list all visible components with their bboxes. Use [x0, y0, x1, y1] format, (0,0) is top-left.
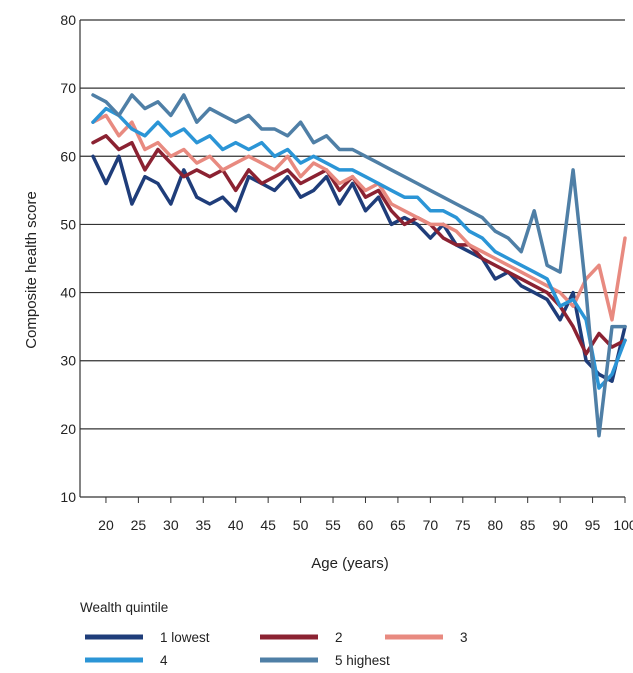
x-tick-label: 95	[585, 517, 601, 533]
y-tick-label: 30	[60, 353, 76, 369]
legend-label: 4	[160, 653, 168, 668]
y-axis-title: Composite health score	[23, 191, 40, 349]
legend-label: 2	[335, 630, 343, 645]
x-tick-label: 65	[390, 517, 406, 533]
y-tick-labels: 10 20 30 40 50 60 70 80	[60, 12, 76, 505]
x-tick-label: 80	[487, 517, 503, 533]
y-tick-label: 20	[60, 421, 76, 437]
x-tick-label: 30	[163, 517, 179, 533]
y-tick-label: 10	[60, 489, 76, 505]
x-tick-label: 100	[613, 517, 633, 533]
y-tick-label: 50	[60, 216, 76, 232]
y-tick-label: 70	[60, 80, 76, 96]
x-tick-label: 75	[455, 517, 471, 533]
legend-label: 5 highest	[335, 653, 390, 668]
series-line	[91, 106, 627, 390]
legend-title: Wealth quintile	[80, 600, 168, 615]
series-lines	[91, 93, 627, 438]
x-tick-label: 85	[520, 517, 536, 533]
x-tick-label: 70	[423, 517, 439, 533]
series-line	[91, 113, 627, 322]
x-tick-label: 25	[131, 517, 147, 533]
legend-label: 1 lowest	[160, 630, 210, 645]
x-tick-label: 60	[358, 517, 374, 533]
x-tick-labels: 20 25 30 35 40 45 50 55 60 65 70 75 80 85 90 95 100	[98, 497, 633, 533]
x-axis-title: Age (years)	[311, 555, 389, 572]
x-tick-label: 35	[195, 517, 211, 533]
x-tick-label: 20	[98, 517, 114, 533]
gridlines	[79, 19, 625, 498]
x-tick-label: 50	[293, 517, 309, 533]
x-tick-label: 55	[325, 517, 341, 533]
series-line	[91, 134, 627, 356]
legend-items: 1 lowest 2 3 4 5 highest	[85, 630, 468, 668]
y-tick-label: 60	[60, 148, 76, 164]
y-tick-label: 80	[60, 12, 76, 28]
series-line	[91, 93, 627, 438]
y-tick-label: 40	[60, 285, 76, 301]
x-tick-label: 90	[552, 517, 568, 533]
x-tick-label: 45	[260, 517, 276, 533]
legend: Wealth quintile 1 lowest 2 3 4 5 highest	[80, 600, 468, 668]
legend-label: 3	[460, 630, 468, 645]
x-tick-label: 40	[228, 517, 244, 533]
